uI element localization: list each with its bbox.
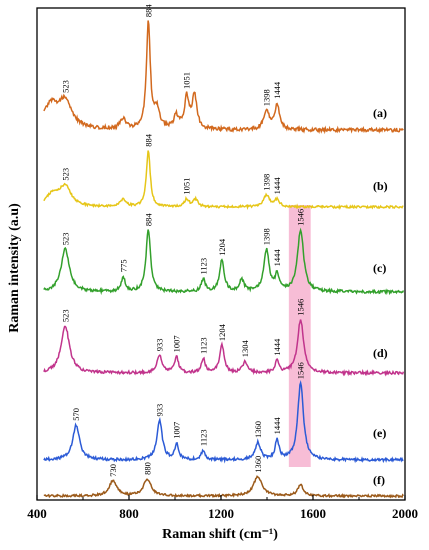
peak-label: 1444: [272, 249, 282, 267]
peak-label: 1398: [262, 89, 272, 106]
peak-label: 1398: [262, 174, 272, 191]
peak-label: 523: [60, 168, 70, 181]
panel-label: (e): [373, 426, 386, 440]
x-tick-label: 1600: [300, 506, 326, 521]
spectrum-line-3: [43, 227, 405, 296]
peak-label: 884: [143, 213, 153, 227]
panel-label: (d): [373, 346, 388, 360]
panel-label: (b): [373, 179, 388, 193]
spectrum-line-1: [43, 20, 404, 135]
y-axis-label: Raman intensity (a.u): [7, 203, 22, 333]
peak-label: 523: [60, 80, 70, 93]
x-tick-label: 800: [119, 506, 139, 521]
spectrum-line-2: [43, 150, 404, 211]
x-axis-label: Raman shift (cm⁻¹): [162, 527, 278, 542]
x-tick-label: 400: [27, 506, 47, 521]
peak-label: 1051: [182, 72, 192, 89]
peak-label: 1546: [296, 299, 306, 316]
peak-label: 933: [155, 339, 165, 352]
spectrum-line-5: [43, 380, 404, 464]
highlight-band: [288, 205, 311, 467]
peak-label: 880: [142, 462, 152, 475]
peak-label: 1204: [217, 323, 227, 341]
peak-label: 884: [143, 4, 153, 18]
peak-label: 884: [143, 133, 153, 147]
spectrum-line-6: [43, 475, 404, 499]
spectrum-line-4: [43, 319, 405, 377]
peak-label: 1444: [272, 81, 282, 99]
peak-label: 1123: [198, 429, 208, 446]
panel-labels: (a) (b) (c) (d) (e) (f): [373, 106, 388, 487]
peak-label: 570: [71, 408, 81, 421]
peak-label: 1123: [198, 258, 208, 275]
peak-label: 775: [118, 259, 128, 272]
series-layer: [43, 20, 405, 499]
peak-label: 933: [155, 404, 165, 417]
peak-label: 1304: [240, 340, 250, 358]
peak-label: 1123: [198, 337, 208, 354]
peak-label: 1007: [172, 335, 182, 352]
x-axis-ticks: 400 800 1200 1600 2000: [27, 495, 418, 521]
panel-label: (a): [373, 106, 387, 120]
peak-label: 523: [60, 232, 70, 245]
x-tick-label: 2000: [392, 506, 418, 521]
peak-label: 1444: [272, 338, 282, 356]
peak-label: 1051: [182, 178, 192, 195]
peak-label: 1204: [217, 238, 227, 256]
peak-label: 1360: [253, 456, 263, 473]
peak-label: 523: [60, 309, 70, 322]
panel-label: (f): [373, 473, 385, 487]
peak-label: 1546: [296, 209, 306, 226]
peak-label: 1360: [253, 421, 263, 438]
peak-label: 1444: [272, 177, 282, 195]
peak-label: 1444: [272, 417, 282, 435]
panel-label: (c): [373, 261, 386, 275]
peak-label: 1546: [296, 362, 306, 379]
peak-label: 730: [108, 464, 118, 477]
x-tick-label: 1200: [208, 506, 234, 521]
peak-label: 1007: [172, 422, 182, 439]
peak-label: 1398: [262, 228, 272, 245]
